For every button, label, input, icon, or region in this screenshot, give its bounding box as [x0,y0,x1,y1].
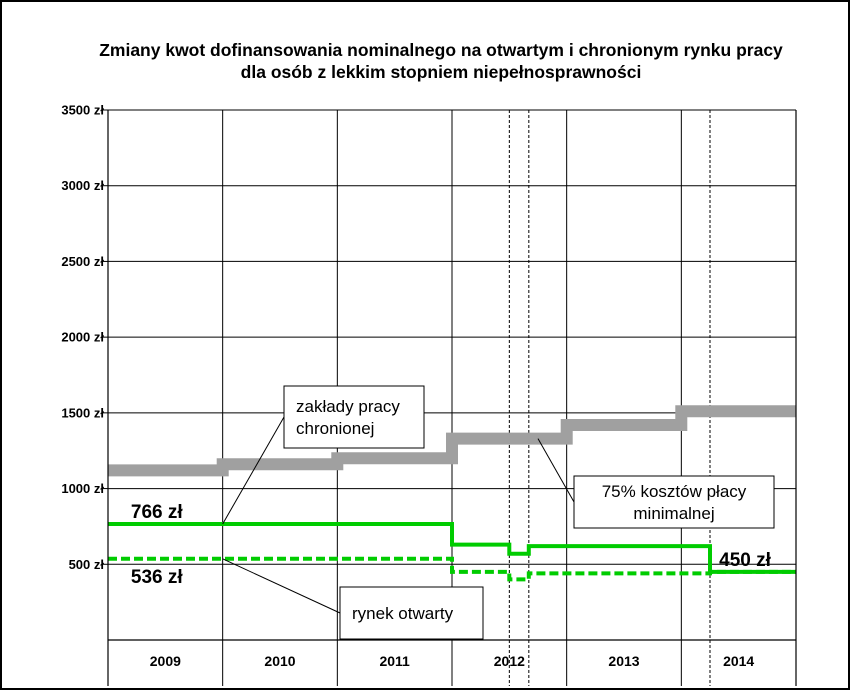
value-labels: 766 zł 536 zł 450 zł [131,502,772,588]
annotation-leader-line [222,558,341,614]
annotation-text: rynek otwarty [352,604,454,623]
series-line-zakłady-pracy-chronionej [108,522,796,574]
value-label: 450 zł [719,550,771,571]
chart-title-line-2: dla osób z lekkim stopniem niepełnospraw… [241,62,642,82]
x-category-label: 2009 [150,653,181,669]
annotation-text: 75% kosztów płacy [602,482,747,501]
y-tick-label: 500 zł [69,557,105,572]
annotation-box [283,385,425,449]
value-label: 766 zł [131,502,183,523]
annotation-text: minimalnej [633,504,714,523]
y-tick-label: 2000 zł [61,330,104,345]
annotation-box [573,475,775,529]
x-category-label: 2012 [494,653,525,669]
axes [107,109,797,686]
y-tick-label: 2500 zł [61,254,104,269]
y-axis-ticks: 3500 zł 3000 zł 2500 zł 2000 zł 1500 zł 1000 … [61,103,108,572]
chart-title-line-1: Zmiany kwot dofinansowania nominalnego n… [99,40,783,60]
annotation-box [339,586,484,640]
annotation-text: chronionej [296,419,374,438]
y-tick-label: 3500 zł [61,103,104,118]
x-category-label: 2014 [723,653,754,669]
x-category-label: 2011 [379,653,410,669]
annotation-leader-line [222,416,285,525]
value-label: 536 zł [131,567,183,588]
annotations: zakłady pracy chronionej 75% kosztów płacy… [222,385,775,640]
series-line-rynek-otwarty [108,556,796,582]
annotation-leader-line [537,438,575,503]
y-tick-label: 3000 zł [61,178,104,193]
series-lines [108,405,796,582]
y-tick-label: 1500 zł [61,405,104,420]
y-tick-label: 1000 zł [61,481,104,496]
annotation-text: zakłady pracy [296,397,400,416]
grid-lines [108,109,796,686]
x-category-label: 2013 [608,653,639,669]
series-line-75-kosztów-płacy-minimalnej [108,405,796,477]
x-axis-categories: 2009 2010 2011 2012 2013 2014 [150,653,755,669]
x-category-label: 2010 [264,653,295,669]
